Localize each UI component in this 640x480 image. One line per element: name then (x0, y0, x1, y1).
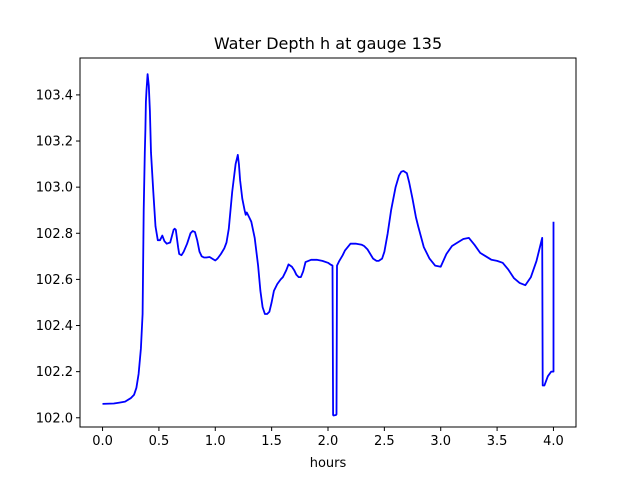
x-tick-label: 2.0 (318, 434, 339, 449)
x-tick-label: 4.0 (543, 434, 564, 449)
y-tick-label: 102.0 (36, 411, 73, 426)
x-tick-label: 0.5 (149, 434, 170, 449)
y-axis-ticks: 102.0 102.2 102.4 102.6 102.8 103.0 103.2 103.4 (36, 88, 80, 426)
y-tick-label: 102.6 (36, 273, 73, 288)
x-tick-label: 0.0 (92, 434, 113, 449)
y-tick-label: 103.4 (36, 88, 73, 103)
plot-frame (79, 57, 577, 428)
y-tick-label: 102.2 (36, 365, 73, 380)
y-tick-label: 103.0 (36, 181, 73, 196)
x-tick-label: 1.5 (261, 434, 282, 449)
y-tick-label: 102.4 (36, 319, 73, 334)
y-tick-label: 102.8 (36, 227, 73, 242)
series-line-water-depth (102, 73, 555, 417)
y-tick-label: 103.2 (36, 135, 73, 150)
x-tick-label: 3.0 (430, 434, 451, 449)
x-axis-ticks: 0.0 0.5 1.0 1.5 2.0 2.5 3.0 3.5 4.0 (92, 427, 564, 449)
x-tick-label: 1.0 (205, 434, 226, 449)
x-tick-label: 2.5 (374, 434, 395, 449)
chart-title: Water Depth h at gauge 135 (214, 34, 442, 53)
x-tick-label: 3.5 (487, 434, 508, 449)
x-axis-label: hours (310, 456, 347, 471)
